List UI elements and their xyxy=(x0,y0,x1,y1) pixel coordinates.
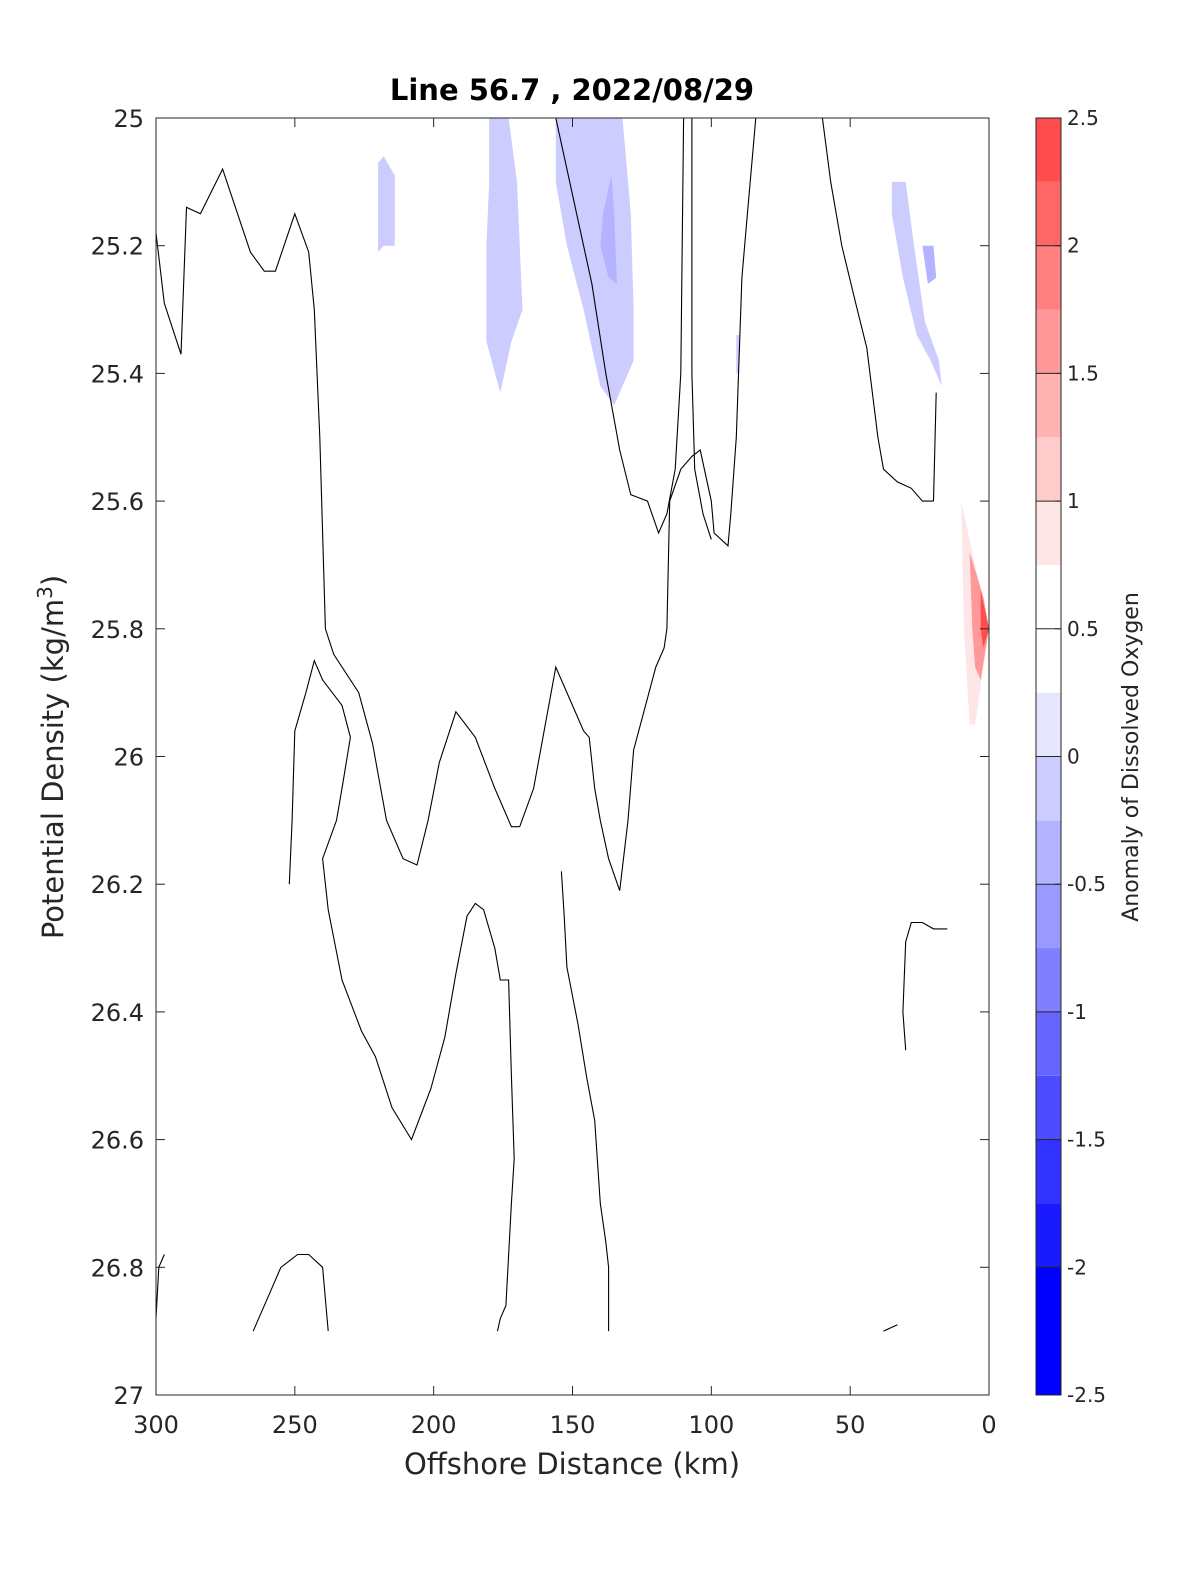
x-tick-label: 250 xyxy=(272,1411,318,1439)
colorbar-ticks: -2.5 -2 -1.5 -1 -0.5 0 0.5 1 1.5 2 2.5 xyxy=(1055,106,1106,1407)
anomaly-fill-layer xyxy=(156,118,989,1281)
y-tick-label: 25 xyxy=(113,105,144,133)
y-tick-label: 25.4 xyxy=(91,360,144,388)
anomaly-region-10 xyxy=(980,590,989,648)
zero-contour-line-2 xyxy=(519,665,621,891)
colorbar-segment xyxy=(1036,884,1061,949)
y-tick-label: 25.2 xyxy=(91,233,144,261)
y-axis-label: Potential Density (kg/m3) xyxy=(33,575,70,939)
zero-contour-line-14 xyxy=(883,1324,898,1332)
colorbar-tick-label: -2 xyxy=(1067,1255,1087,1279)
x-tick-label: 150 xyxy=(550,1411,596,1439)
colorbar-tick-label: -1 xyxy=(1067,1000,1087,1024)
zero-contour-line-3 xyxy=(619,501,671,891)
y-tick-label: 25.6 xyxy=(91,488,144,516)
colorbar-tick-label: 0 xyxy=(1067,745,1080,769)
colorbar-segment xyxy=(1036,1267,1061,1395)
colorbar-segment xyxy=(1036,756,1061,821)
colorbar-segment xyxy=(1036,245,1061,310)
colorbar-segment xyxy=(1036,564,1061,629)
anomaly-region-1 xyxy=(156,469,162,604)
zero-contour-line-10 xyxy=(560,871,610,1332)
x-axis: 300 250 200 150 100 50 0 xyxy=(133,118,997,1439)
anomaly-region-9 xyxy=(969,552,989,680)
anomaly-region-14 xyxy=(600,175,617,284)
colorbar-tick-label: -1.5 xyxy=(1067,1128,1106,1152)
x-tick-label: 200 xyxy=(411,1411,457,1439)
colorbar-tick-label: -2.5 xyxy=(1067,1383,1106,1407)
anomaly-region-13 xyxy=(555,118,634,406)
colorbar-tick-label: 2 xyxy=(1067,234,1080,258)
x-tick-label: 50 xyxy=(835,1411,866,1439)
colorbar-segment xyxy=(1036,628,1061,693)
anomaly-region-12 xyxy=(486,118,523,393)
anomaly-region-3 xyxy=(156,782,181,1057)
anomaly-region-7 xyxy=(925,418,989,891)
x-axis-label: Offshore Distance (km) xyxy=(404,1447,740,1481)
colorbar-segment xyxy=(1036,1075,1061,1140)
colorbar-segment xyxy=(1036,1011,1061,1076)
y-axis-label-close: ) xyxy=(36,575,70,586)
y-tick-label: 26.8 xyxy=(91,1254,144,1282)
colorbar-segment xyxy=(1036,118,1061,182)
x-tick-label: 0 xyxy=(981,1411,996,1439)
x-tick-label: 300 xyxy=(133,1411,179,1439)
y-axis-label-main: Potential Density (kg/m xyxy=(36,599,70,939)
colorbar-tick-label: 2.5 xyxy=(1067,106,1099,130)
anomaly-region-5 xyxy=(233,430,281,949)
y-tick-label: 26.4 xyxy=(91,999,144,1027)
y-axis-label-superscript: 3 xyxy=(33,586,57,599)
colorbar-segment xyxy=(1036,820,1061,885)
anomaly-region-11 xyxy=(378,156,395,253)
x-tick-label: 100 xyxy=(688,1411,734,1439)
y-tick-label: 26 xyxy=(113,744,144,772)
zero-contour-line-6 xyxy=(691,118,712,540)
chart-title: Line 56.7 , 2022/08/29 xyxy=(390,73,754,107)
colorbar-segment xyxy=(1036,692,1061,757)
zero-contour-line-5 xyxy=(555,118,685,535)
colorbar-segment xyxy=(1036,1203,1061,1268)
zero-contour-line-7 xyxy=(821,118,934,502)
zero-contour-line-9 xyxy=(288,659,515,1332)
y-tick-label: 26.2 xyxy=(91,871,144,899)
zero-contour-line-1 xyxy=(156,167,520,866)
y-tick-label: 27 xyxy=(113,1382,144,1410)
zero-contour-line-11 xyxy=(902,921,948,1051)
colorbar-segment xyxy=(1036,948,1061,1012)
colorbar-segment xyxy=(1036,501,1061,565)
colorbar-tick-label: 0.5 xyxy=(1067,617,1099,641)
zero-contour-line-4 xyxy=(669,118,757,547)
colorbar xyxy=(1036,117,1061,1396)
zero-contour-line-13 xyxy=(252,1253,329,1332)
colorbar-segment xyxy=(1036,1139,1061,1204)
y-tick-label: 25.8 xyxy=(91,616,144,644)
colorbar-tick-label: 1 xyxy=(1067,489,1080,513)
anomaly-region-16 xyxy=(922,245,937,284)
colorbar-segment xyxy=(1036,373,1061,438)
y-tick-label: 26.6 xyxy=(91,1127,144,1155)
anomaly-region-6 xyxy=(705,354,853,1281)
colorbar-segment xyxy=(1036,437,1061,502)
colorbar-tick-label: -0.5 xyxy=(1067,872,1106,896)
colorbar-segment xyxy=(1036,309,1061,374)
colorbar-segment xyxy=(1036,181,1061,246)
colorbar-tick-label: 1.5 xyxy=(1067,361,1099,385)
zero-contour-line-8 xyxy=(932,392,937,502)
y-axis: 25 25.2 25.4 25.6 25.8 26 26.2 26.4 26.6 26.8 27 xyxy=(91,105,989,1410)
anomaly-region-2 xyxy=(156,692,204,1178)
anomaly-region-15 xyxy=(891,181,942,387)
colorbar-label: Anomaly of Dissolved Oxygen xyxy=(1119,592,1144,922)
